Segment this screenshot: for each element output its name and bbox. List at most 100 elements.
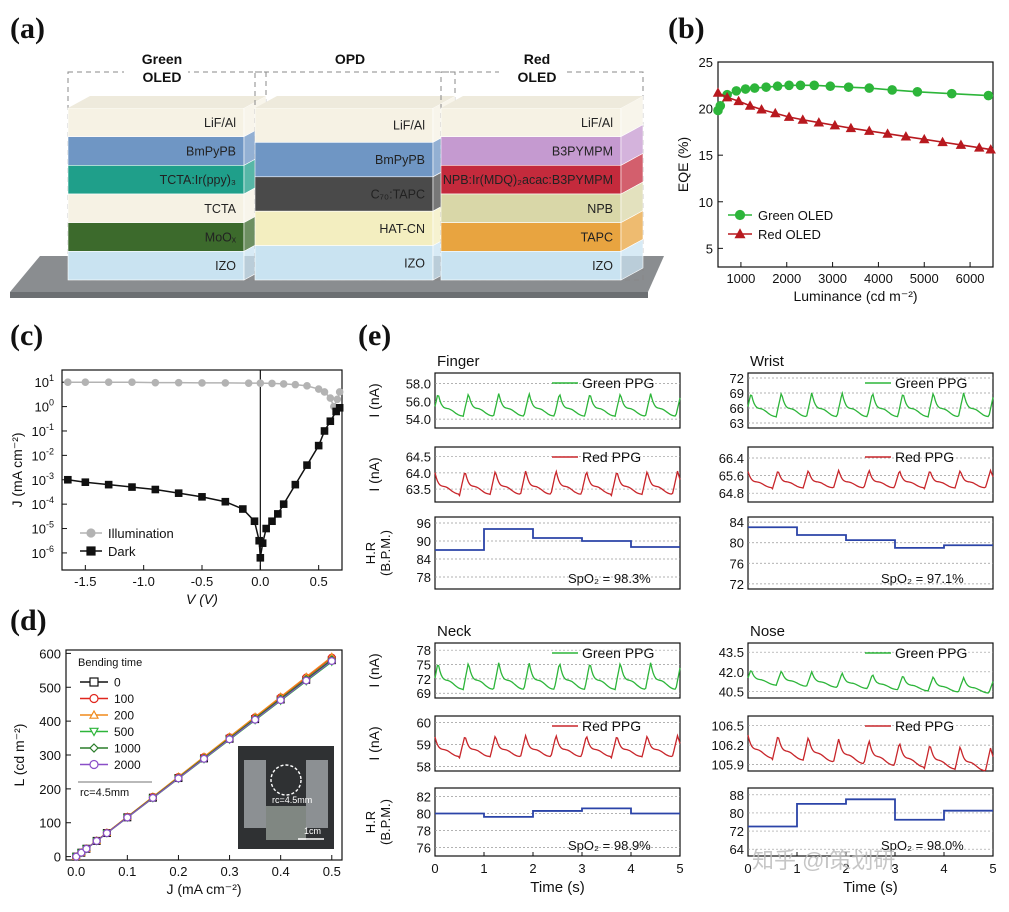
data-point [174,378,183,387]
site-title: Finger [437,353,480,370]
y-tick-label: 84 [417,552,431,567]
layer-label: B3PYMPM [552,145,613,159]
site-title: Nose [750,623,785,640]
y-axis-label: J (mA cm⁻²) [9,432,25,507]
data-point [864,83,875,93]
data-point [256,554,265,562]
red-ppg-trace [747,735,994,772]
legend-marker [89,759,99,770]
data-point [335,388,344,396]
x-tick-label: 0 [744,861,751,876]
y-tick-label: 40.5 [719,684,744,699]
y-tick-label: 82 [417,790,431,805]
data-point [721,91,733,102]
layer-front [440,165,622,195]
y-tick-label: 63.5 [406,482,431,497]
x-axis-label: V (V) [186,591,218,607]
x-tick-label: 0.0 [67,864,85,879]
y-tick-label: 5 [706,241,713,256]
y-tick-label: 59 [417,738,431,753]
y-axis-label: (B.P.M.) [378,799,393,845]
data-point [72,852,81,861]
red-ppg-trace [434,733,681,760]
green-ppg-trace [434,391,681,418]
y-tick-label: 106.2 [711,738,744,753]
x-tick-label: 2000 [772,271,801,286]
layer-label: TCTA [204,202,236,216]
legend-label: Green PPG [895,375,967,391]
green-ppg-trace [747,670,994,694]
y-tick-label: 58.0 [406,377,431,392]
layer-front [67,165,245,195]
y-axis-label: I (nA) [366,653,382,687]
y-tick-label: 88 [730,788,744,803]
y-tick-label: 84 [730,515,744,530]
data-point [151,378,160,387]
inset-clamp-right [306,760,328,828]
data-point [740,84,751,94]
data-point [198,493,206,501]
y-tick-label: 78 [417,570,431,585]
plot-frame [717,61,994,268]
y-tick-label: 10-5 [32,520,54,537]
panel-label-e: (e) [358,319,391,352]
data-point [174,774,183,783]
y-tick-label: 10-3 [32,471,54,488]
legend-label: 200 [114,709,134,723]
y-tick-label: 300 [39,748,61,763]
y-tick-label: 64.0 [406,466,431,481]
x-axis-label: J (mA cm⁻²) [166,881,241,897]
legend-marker [89,693,99,704]
x-tick-label: -1.5 [74,574,96,589]
stack-title-bg [124,68,188,86]
data-point [268,517,276,526]
legend-marker [88,709,100,719]
x-tick-label: 4 [627,861,634,876]
heart-rate-steps [748,798,993,828]
data-point [123,813,132,822]
legend-label: 0 [114,676,121,690]
layer-top [255,96,455,108]
y-tick-label: 72 [730,824,744,839]
legend-label: Red PPG [582,718,641,734]
data-point [937,136,948,147]
x-tick-label: 0.1 [118,864,136,879]
data-point [733,95,744,106]
plot-frame [434,715,681,772]
data-point [102,829,111,838]
stack-title-bg [499,68,563,86]
data-point [314,385,323,393]
y-tick-label: 42.0 [719,665,744,680]
panel-label-b: (b) [668,12,705,45]
site-nose: Nose 43.5 42.0 40.5 Green PPG 106.5 106.2 105.9… [711,623,996,896]
y-tick-label: 63 [730,416,744,431]
data-point [770,107,781,118]
data-point [809,80,820,91]
data-point [756,104,767,114]
x-axis-label: Luminance (cd m⁻²) [793,288,917,304]
y-tick-label: 90 [417,534,431,549]
y-tick-label: 10-1 [32,422,54,439]
x-tick-label: 0.4 [272,864,290,879]
site-title: Wrist [750,353,785,370]
layer-label: HAT-CN [379,222,425,236]
y-tick-label: 76 [417,841,431,856]
stack-title-bg [312,50,376,68]
layer-front [67,251,245,281]
data-point [919,133,930,144]
plot-frame [747,516,994,590]
layer-front [67,222,245,252]
data-point [104,378,113,386]
data-point [81,378,90,386]
x-tick-label: 3000 [818,271,847,286]
y-tick-label: 80 [730,806,744,821]
layer-label: LiF/Al [581,116,613,130]
y-tick-label: 105.9 [711,758,744,773]
data-point [148,793,157,802]
site-finger: Finger 58.0 56.0 54.0 Green PPG I (nA) 64.564.… [363,353,681,590]
data-point [772,81,783,92]
legend-marker [734,228,746,239]
y-tick-label: 10-6 [32,544,54,561]
